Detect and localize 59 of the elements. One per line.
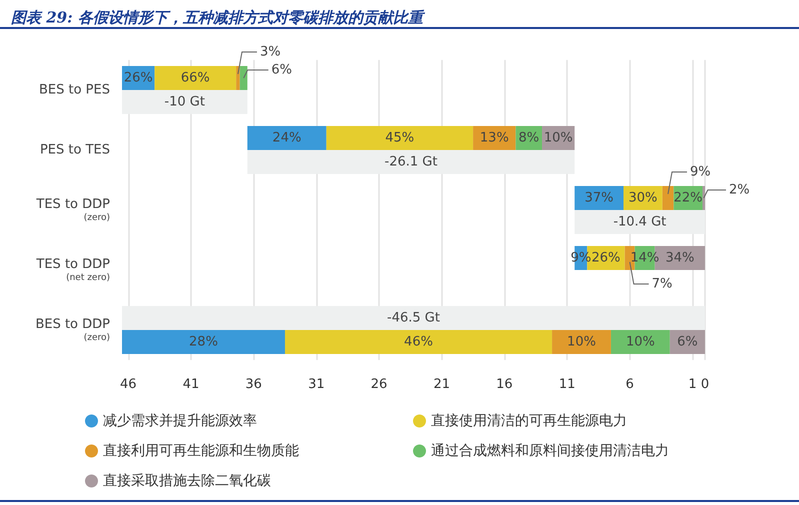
x-tick-label: 36 (245, 377, 262, 392)
x-tick-label: 41 (182, 377, 200, 392)
legend-label: 直接采取措施去除二氧化碳 (103, 473, 271, 489)
x-tick-label: 26 (370, 377, 388, 392)
bar (326, 126, 474, 150)
data-label: -10.4 Gt (613, 214, 666, 230)
x-tick-label: 16 (496, 377, 513, 392)
bar (662, 186, 674, 210)
x-tick-label: 1 (688, 377, 697, 392)
annotation: 10% (544, 130, 573, 146)
bar (154, 66, 236, 90)
annotation: 6% (271, 62, 292, 78)
legend-label: 减少需求并提升能源效率 (103, 413, 257, 429)
annotation: 26% (124, 70, 153, 86)
y-tick-label: BES to PES (38, 82, 110, 98)
data-label: -26.1 Gt (384, 154, 438, 170)
annotation: 24% (272, 130, 302, 146)
annotation: 45% (385, 130, 414, 146)
legend-label: 直接利用可再生能源和生物质能 (103, 443, 299, 459)
annotation: 46% (404, 334, 433, 350)
chart-title: 图表 29: 各假设情形下，五种减排方式对零碳排放的贡献比重 (11, 8, 426, 26)
y-tick-label: BES to DDP (zero) (35, 317, 110, 343)
x-tick-label: 31 (308, 377, 325, 392)
annotation: 6% (677, 334, 698, 350)
x-tick-label: 46 (120, 377, 137, 392)
bar (574, 210, 705, 234)
x-tick-label: 0 (700, 377, 710, 392)
bar (247, 126, 326, 150)
annotation: 13% (480, 130, 509, 146)
annotation: 7% (652, 276, 672, 292)
bar (247, 150, 575, 174)
y-tick-label: TES to DDP (net zero) (35, 257, 110, 283)
annotation: 30% (628, 190, 658, 206)
annotation: 8% (518, 130, 540, 146)
data-label: -46.5 Gt (387, 310, 440, 326)
x-tick-label: 11 (558, 377, 576, 392)
annotation: 26% (592, 250, 620, 266)
x-tick-label: 6 (626, 377, 634, 392)
annotation: 37% (584, 190, 614, 206)
annotation: 22% (674, 190, 703, 206)
annotation: 10% (626, 334, 655, 350)
annotation: 28% (189, 334, 218, 350)
y-tick-label: PES to TES (40, 142, 110, 158)
bar (240, 66, 248, 90)
annotation: 9% (690, 164, 711, 180)
bar (122, 90, 248, 114)
x-tick-label: 21 (433, 377, 450, 392)
y-tick-label: TES to DDP (zero) (35, 197, 110, 223)
annotation: 3% (260, 44, 281, 60)
annotation: 2% (729, 182, 750, 198)
annotation: 34% (665, 250, 694, 266)
annotation: 10% (567, 334, 596, 350)
bar (236, 66, 240, 90)
data-label: -10 Gt (164, 94, 205, 110)
bar (574, 186, 624, 210)
legend-label: 通过合成燃料和原料间接使用清洁电力 (431, 443, 669, 459)
bar (702, 186, 705, 210)
legend-label: 直接使用清洁的可再生能源电力 (431, 413, 627, 429)
annotation: 66% (180, 70, 210, 86)
